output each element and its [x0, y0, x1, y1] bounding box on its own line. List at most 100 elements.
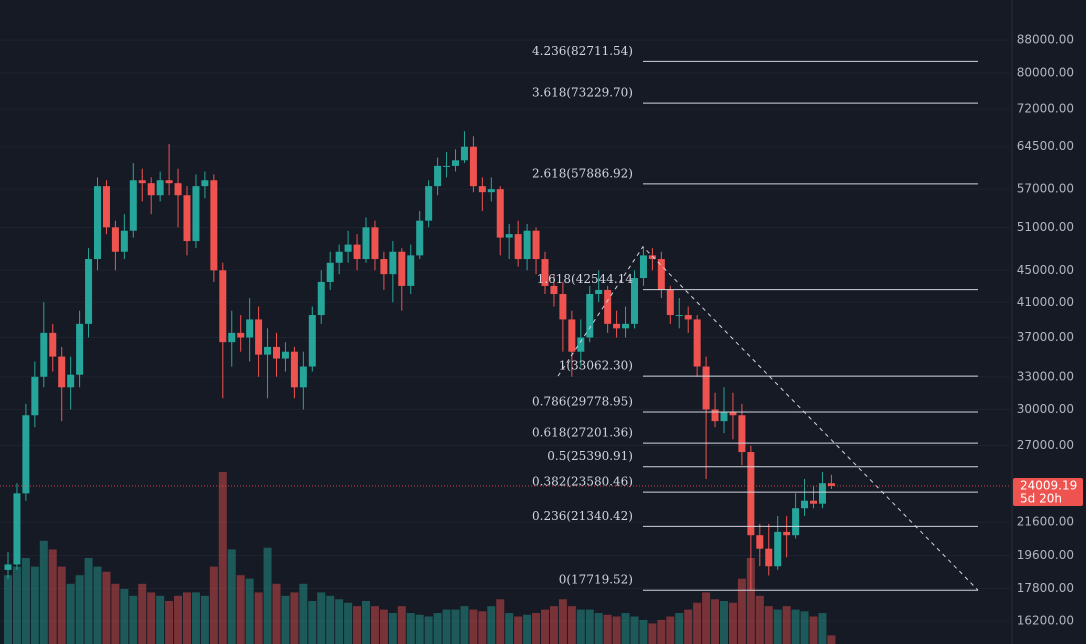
volume-bar [102, 571, 111, 644]
volume-bar [335, 599, 344, 644]
candle-body [720, 411, 728, 422]
candle-body [264, 346, 272, 355]
volume-bar [648, 623, 657, 644]
volume-bar [362, 601, 370, 644]
candle-body [174, 183, 182, 196]
volume-bar [290, 592, 299, 644]
candle-body [281, 351, 289, 359]
candle-body [756, 535, 764, 549]
candle-body [111, 227, 119, 252]
trend-line [557, 245, 979, 591]
candle-body [434, 165, 442, 187]
candle-body [738, 415, 746, 453]
y-tick-label: 16200.00 [1017, 613, 1074, 627]
candle-body [317, 281, 325, 316]
volume-bar [567, 606, 576, 644]
volume-bar [111, 583, 120, 644]
volume-bar [174, 595, 183, 644]
volume-bar [263, 547, 272, 644]
candle-body [469, 146, 477, 187]
candle-body [425, 186, 433, 221]
candle-body [335, 251, 343, 263]
y-tick-label: 57000.00 [1017, 182, 1074, 196]
volume-bar [299, 583, 308, 644]
fib-label: 1.618(42544.14 [537, 272, 634, 286]
candle-body [443, 165, 451, 167]
candle-body [684, 315, 692, 320]
countdown-label: 5d 20h [1020, 491, 1062, 505]
candle-body [765, 548, 773, 567]
volume-bar [728, 602, 737, 644]
candle-body [496, 189, 504, 238]
candle-body [165, 180, 173, 184]
volume-bar [684, 609, 693, 644]
candle-body [219, 270, 227, 343]
volume-bar [603, 614, 612, 644]
volume-bar [165, 601, 174, 644]
candle-body [568, 319, 576, 352]
candle-body [648, 255, 656, 260]
volume-bar [397, 606, 406, 644]
candle-body [129, 180, 137, 231]
candle-body [67, 374, 75, 388]
volume-bar [236, 575, 245, 644]
volume-bar [487, 606, 496, 644]
volume-bar [442, 609, 451, 644]
volume-bar [227, 549, 236, 644]
candle-body [747, 452, 755, 536]
candle-body [550, 285, 558, 294]
volume-bar [764, 606, 773, 644]
volume-bar [30, 566, 39, 644]
volume-bar [245, 578, 254, 644]
candle-body [639, 255, 647, 279]
candle-body [380, 259, 388, 275]
volume-bar [809, 616, 818, 644]
volume-bar [326, 595, 335, 644]
volume-bar [48, 549, 57, 644]
candle-body [711, 409, 719, 422]
y-tick-label: 45000.00 [1017, 263, 1074, 277]
volume-bar [737, 578, 746, 644]
candle-body [371, 227, 379, 260]
volume-bar [576, 609, 585, 644]
volume-bar [415, 614, 424, 644]
y-tick-label: 72000.00 [1017, 101, 1074, 115]
volume-bar [424, 616, 433, 644]
volume-bar [308, 601, 317, 644]
volume-bar [818, 613, 827, 644]
candle-body [31, 376, 39, 416]
fib-label: 0.5(25390.91) [547, 449, 633, 463]
y-tick-label: 21600.00 [1017, 515, 1074, 529]
candle-body [586, 293, 594, 338]
y-tick-label: 80000.00 [1017, 65, 1074, 79]
volume-bar [147, 592, 156, 644]
candle-body [657, 259, 665, 290]
y-tick-label: 37000.00 [1017, 330, 1074, 344]
volume-bar [209, 566, 218, 644]
volume-bar [129, 595, 138, 644]
candle-body [818, 483, 826, 504]
volume-bar [272, 583, 281, 644]
candle-body [416, 220, 424, 256]
volume-bar [630, 616, 639, 644]
candle-body [693, 319, 701, 367]
volume-bar [782, 606, 791, 644]
volume-bar [621, 613, 630, 644]
fib-label: 0.618(27201.36) [532, 426, 633, 440]
candle-body [460, 146, 468, 161]
fib-label: 4.236(82711.54) [532, 44, 633, 58]
candle-body [192, 186, 200, 242]
candle-body [514, 234, 522, 260]
candle-body [810, 500, 817, 504]
volume-bar [800, 611, 809, 644]
volume-bar [75, 575, 84, 644]
volume-bar [281, 595, 290, 644]
volume-bar [755, 595, 764, 644]
volume-bar [612, 616, 621, 644]
candle-body [120, 230, 128, 252]
candle-body [308, 315, 316, 367]
volume-bar [746, 558, 755, 644]
volume-bar [469, 609, 478, 644]
